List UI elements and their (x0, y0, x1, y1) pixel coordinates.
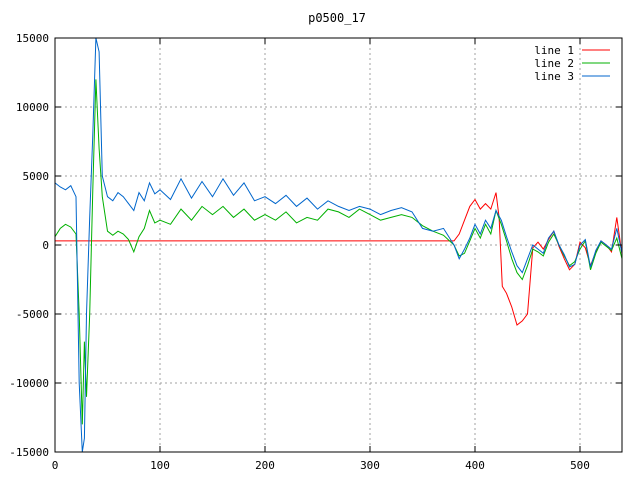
x-tick-label: 400 (465, 459, 485, 472)
series-layer (55, 38, 622, 452)
grid-lines (55, 38, 622, 452)
y-tick-label: 5000 (23, 170, 50, 183)
legend-label-1: line 1 (534, 44, 574, 57)
chart-title: p0500_17 (308, 11, 366, 25)
y-tick-label: 15000 (16, 32, 49, 45)
series-line-2 (55, 79, 622, 425)
y-tick-label: -15000 (9, 446, 49, 459)
y-tick-label: 0 (42, 239, 49, 252)
x-tick-label: 0 (52, 459, 59, 472)
series-line-3 (55, 38, 622, 452)
legend-label-2: line 2 (534, 57, 574, 70)
x-tick-label: 500 (570, 459, 590, 472)
legend-label-3: line 3 (534, 70, 574, 83)
series-line-1 (55, 192, 622, 326)
y-tick-label: -10000 (9, 377, 49, 390)
x-tick-label: 100 (150, 459, 170, 472)
axis-ticks: 0 100 200 300 400 500 -15000 -10000 -5000 0 5000 10… (9, 32, 622, 472)
x-tick-label: 300 (360, 459, 380, 472)
y-tick-label: 10000 (16, 101, 49, 114)
x-tick-label: 200 (255, 459, 275, 472)
y-tick-label: -5000 (16, 308, 49, 321)
